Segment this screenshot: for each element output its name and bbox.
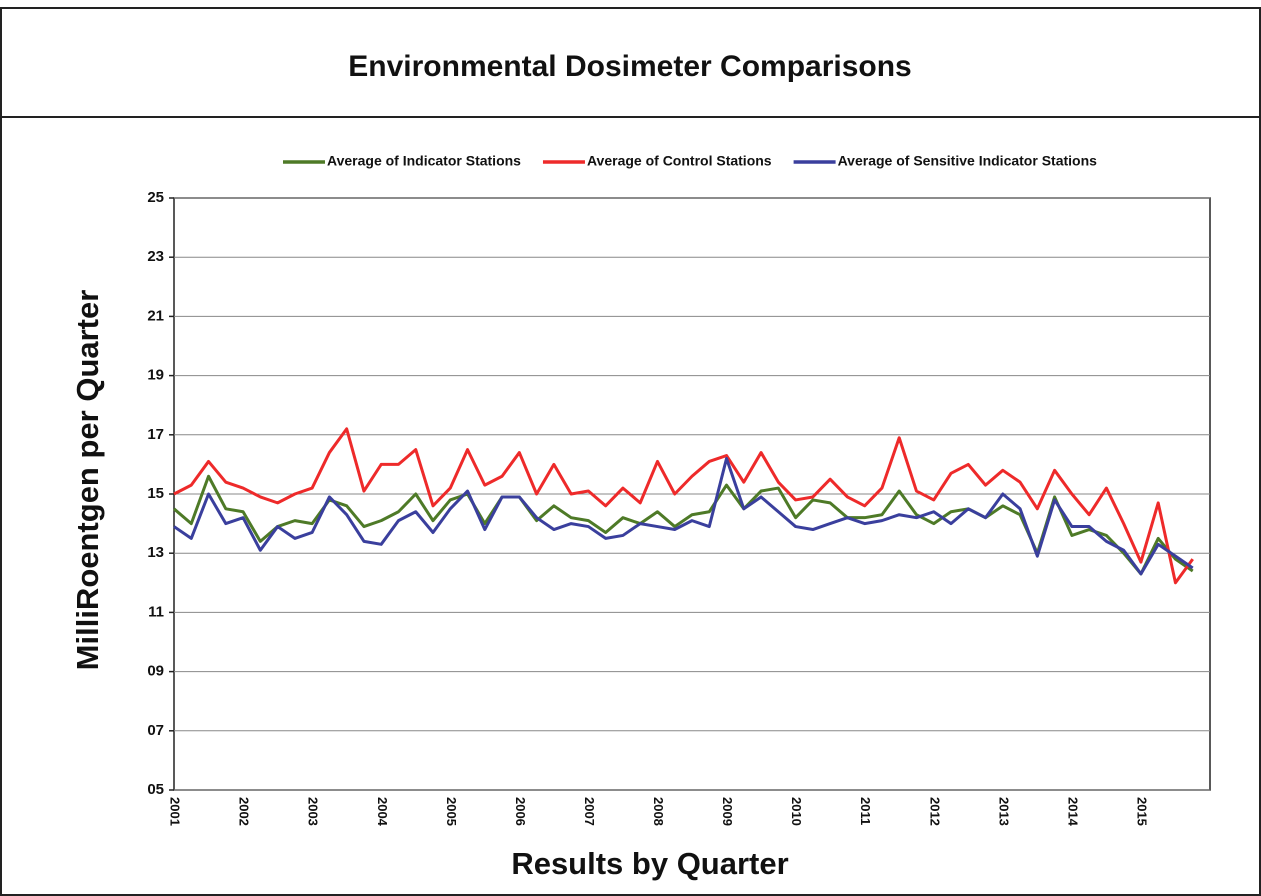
x-tick-label: 2008 <box>651 797 666 826</box>
x-tick-label: 2010 <box>789 797 804 826</box>
legend: Average of Indicator Stations Average of … <box>283 153 1097 169</box>
x-tick-label: 2015 <box>1134 797 1149 826</box>
legend-label: Average of Sensitive Indicator Stations <box>838 153 1098 169</box>
y-tick-label: 15 <box>147 485 164 502</box>
x-tick-label: 2003 <box>306 797 321 826</box>
legend-label: Average of Control Stations <box>587 153 772 169</box>
x-tick-label: 2001 <box>168 797 183 826</box>
y-tick-label: 07 <box>147 722 164 739</box>
y-tick-label: 23 <box>147 248 164 265</box>
series-line <box>173 427 1194 585</box>
y-tick-label: 25 <box>147 189 164 206</box>
x-tick-label: 2005 <box>444 797 459 826</box>
x-tick-label: 2013 <box>996 797 1011 826</box>
outer-frame <box>0 7 1261 896</box>
x-tick-label: 2009 <box>720 797 735 826</box>
y-axis-title: MilliRoentgen per Quarter <box>70 290 105 671</box>
y-tick-label: 05 <box>147 781 164 798</box>
x-tick-label: 2011 <box>858 797 873 825</box>
y-tick-label: 21 <box>147 307 164 324</box>
x-tick-label: 2012 <box>927 797 942 826</box>
legend-label: Average of Indicator Stations <box>327 153 521 169</box>
x-tick-label: 2014 <box>1065 797 1080 827</box>
y-tick-label: 11 <box>148 603 164 620</box>
series-line <box>173 474 1194 576</box>
y-tick-label: 19 <box>147 367 164 384</box>
x-tick-label: 2007 <box>582 797 597 826</box>
series-line <box>173 456 1194 576</box>
y-tick-label: 17 <box>147 426 164 443</box>
x-axis-title: Results by Quarter <box>511 846 788 881</box>
x-tick-label: 2002 <box>237 797 252 826</box>
y-tick-label: 09 <box>147 663 164 680</box>
x-tick-label: 2006 <box>513 797 528 826</box>
chart-title: Environmental Dosimeter Comparisons <box>348 50 911 83</box>
x-tick-label: 2004 <box>375 797 390 827</box>
y-tick-label: 13 <box>147 544 164 561</box>
